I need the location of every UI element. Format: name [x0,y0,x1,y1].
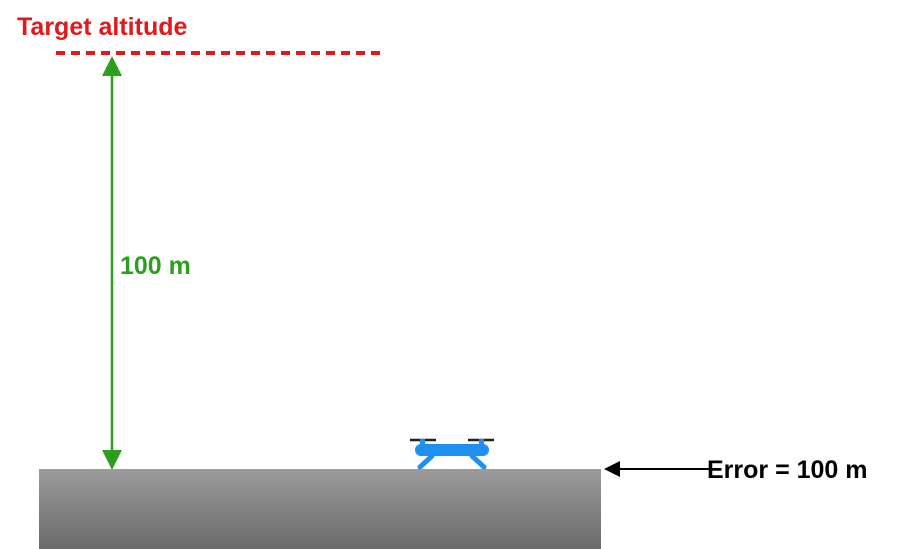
target-altitude-label: Target altitude [17,13,188,41]
distance-label: 100 m [120,252,191,280]
ground-block [39,469,601,549]
drone-icon [410,438,494,470]
error-label: Error = 100 m [707,456,868,484]
